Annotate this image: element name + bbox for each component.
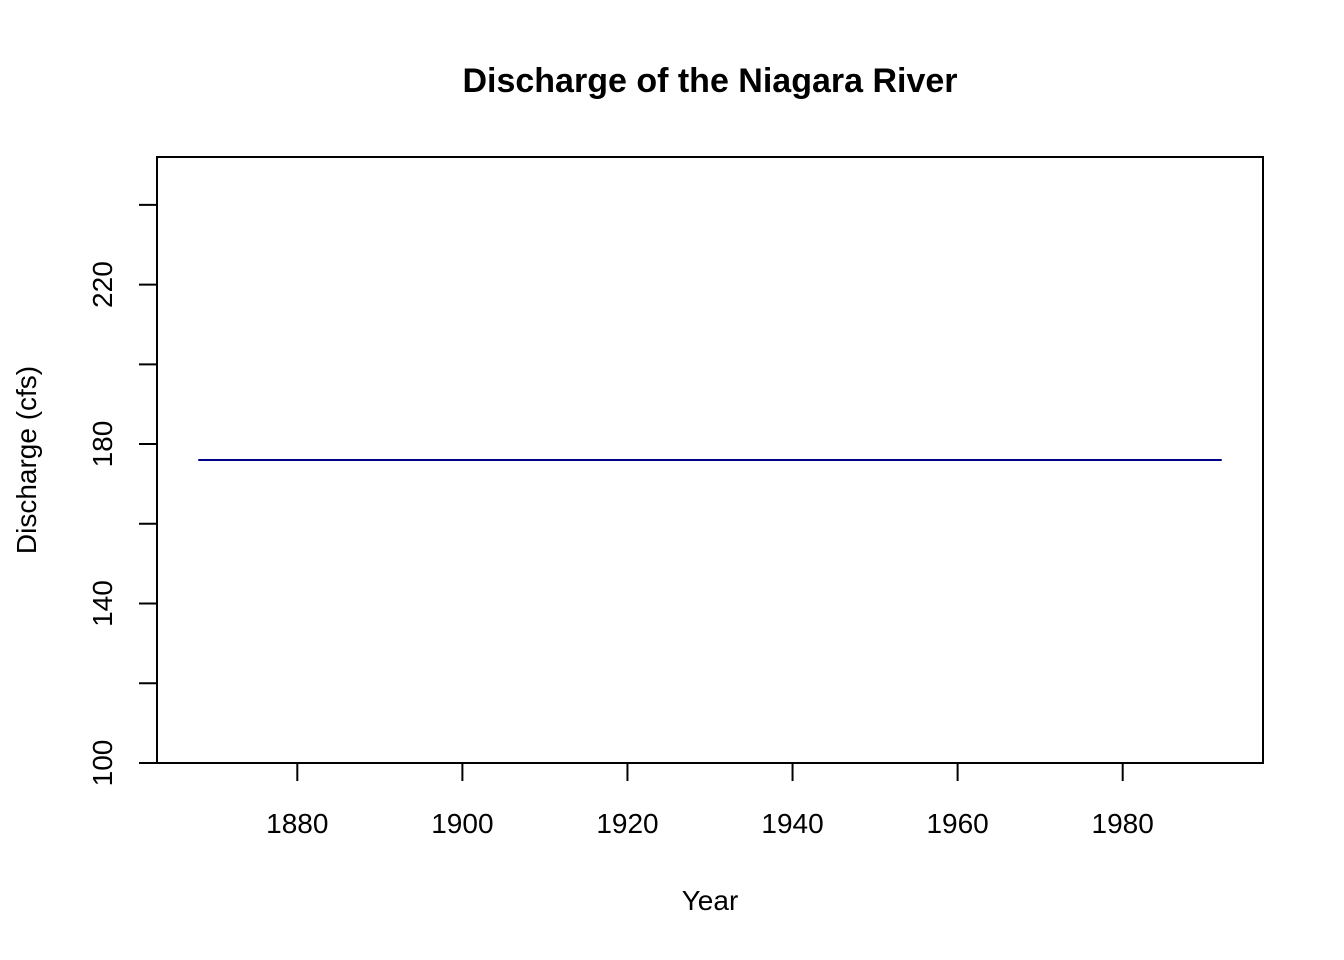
x-axis-label: Year — [682, 885, 739, 916]
x-axis: 1880 1900 1920 1940 1960 1980 — [266, 762, 1154, 839]
y-axis-label: Discharge (cfs) — [11, 366, 42, 554]
y-tick-label: 220 — [87, 261, 118, 308]
x-tick-label: 1900 — [431, 808, 493, 839]
x-tick-label: 1940 — [761, 808, 823, 839]
y-tick-label: 100 — [87, 740, 118, 787]
chart-title: Discharge of the Niagara River — [462, 62, 957, 100]
x-tick-label: 1880 — [266, 808, 328, 839]
x-tick-label: 1960 — [926, 808, 988, 839]
y-tick-label: 180 — [87, 421, 118, 468]
y-tick-label: 140 — [87, 580, 118, 627]
x-tick-label: 1980 — [1092, 808, 1154, 839]
x-tick-label: 1920 — [596, 808, 658, 839]
y-axis: 100 140 180 220 — [87, 203, 158, 787]
